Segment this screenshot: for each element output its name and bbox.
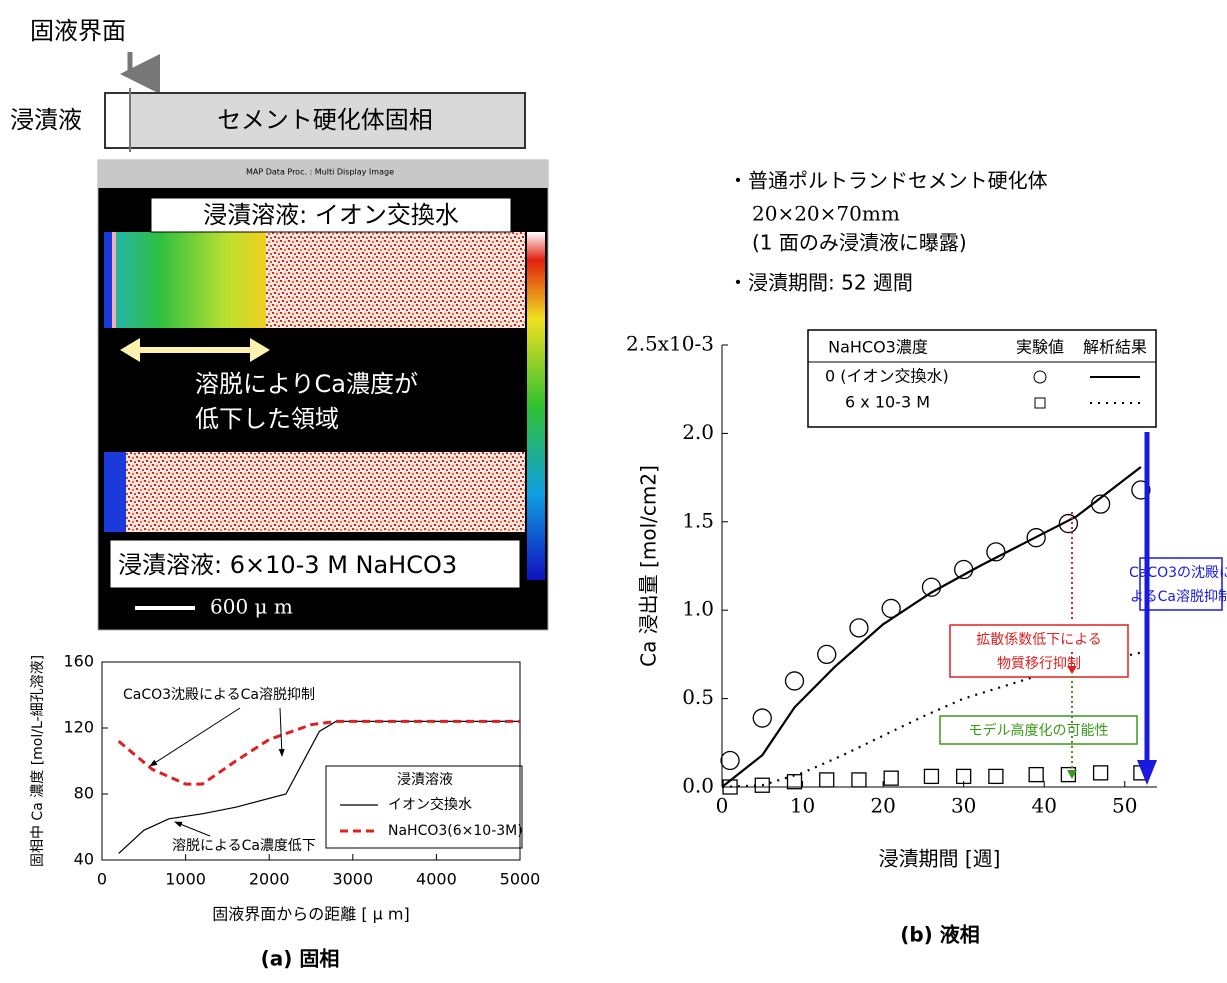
data-point (753, 709, 771, 727)
x-tick-label: 3000 (332, 870, 373, 889)
annotation: 拡散係数低下による (976, 632, 1102, 648)
annotation: 物質移行抑制 (997, 656, 1081, 672)
data-point (721, 751, 739, 769)
top-label: 浸漬溶液: イオン交換水 (203, 201, 459, 229)
strip-bottom (104, 452, 525, 532)
caption: (a) 固相 (261, 947, 340, 971)
x-tick-label: 1000 (165, 870, 206, 889)
x-tick-label: 40 (1031, 794, 1056, 818)
x-tick-label: 4000 (416, 870, 457, 889)
data-point (818, 645, 836, 663)
liquid-label: 浸漬液 (10, 106, 82, 134)
data-point (1029, 768, 1043, 782)
x-tick-label: 10 (790, 794, 815, 818)
interface-label: 固液界面 (30, 17, 126, 45)
schematic: 固液界面 浸漬液 セメント硬化体固相 (10, 17, 525, 152)
annotation-arrow (280, 708, 282, 756)
legend-label: イオン交換水 (388, 796, 472, 813)
legend-header: NaHCO3濃度 (828, 338, 928, 357)
y-tick-label: 1.5 (682, 508, 714, 532)
data-point (850, 619, 868, 637)
region-label: 低下した領域 (195, 405, 339, 433)
colorbar-max: 30 (550, 245, 575, 269)
x-tick-label: 20 (870, 794, 895, 818)
legend-title: 浸漬溶液 (397, 772, 453, 788)
annotation: CaCO3沈殿によるCa溶脱抑制 (123, 687, 315, 703)
annotation: CaCO3の沈殿に (1129, 565, 1227, 581)
edge (104, 452, 126, 532)
edge-mark (112, 232, 116, 328)
bottom-label: 浸漬溶液: 6×10-3 M NaHCO3 (118, 551, 457, 579)
annotation: モデル高度化の可能性 (969, 722, 1109, 739)
scale-label: 600 μ m (210, 595, 293, 619)
image-panel: MAP Data Proc. : Multi Display Image 浸漬溶… (98, 160, 577, 630)
y-axis-label: 固相中 Ca 濃度 [mol/L-細孔溶液] (30, 655, 46, 867)
colorbar (527, 232, 545, 580)
colorbar-min: 0 (557, 557, 570, 581)
x-tick-label: 0 (97, 870, 107, 889)
data-point (884, 771, 898, 785)
note: 20×20×70mm (752, 202, 900, 226)
x-tick-label: 50 (1112, 794, 1137, 818)
y-tick-label: 2.5x10-3 (626, 332, 714, 356)
x-tick-label: 5000 (500, 870, 541, 889)
data-point (820, 773, 834, 787)
leached-zone (104, 232, 266, 328)
caption: (b) 液相 (900, 923, 980, 947)
y-axis-label: Ca 浸出量 [mol/cm2] (637, 465, 661, 667)
annotation-arrow (150, 708, 240, 766)
liquid-box (105, 93, 130, 148)
x-tick-label: 0 (716, 794, 729, 818)
legend-label: NaHCO3(6×10-3M) (388, 823, 523, 839)
colorbar-title: 濃度（酸化物重量%） (553, 310, 577, 509)
legend-header: 解析結果 (1083, 338, 1147, 357)
y-tick-label: 80 (74, 784, 94, 803)
y-tick-label: 1.0 (682, 597, 714, 621)
note: (1 面のみ浸漬液に曝露) (752, 231, 967, 255)
figure: 固液界面 浸漬液 セメント硬化体固相 MAP Data Proc. : Mult… (0, 0, 1227, 983)
x-axis-label: 浸漬期間 [週] (879, 847, 1001, 871)
solid-label: セメント硬化体固相 (217, 106, 433, 134)
annotation-arrow (175, 822, 210, 836)
legend-header: 実験値 (1016, 338, 1064, 357)
data-point (786, 672, 804, 690)
note: ・普通ポルトランドセメント硬化体 (728, 169, 1048, 193)
note: ・浸漬期間: 52 週間 (728, 271, 913, 295)
y-tick-label: 40 (74, 850, 94, 869)
data-point (1094, 766, 1108, 780)
data-point (882, 599, 900, 617)
data-point (852, 773, 866, 787)
region-label: 溶脱によりCa濃度が (195, 370, 418, 398)
x-tick-label: 2000 (249, 870, 290, 889)
x-axis-label: 固液界面からの距離 [ μ m] (212, 905, 410, 924)
y-tick-label: 120 (63, 718, 94, 737)
annotation: 溶脱によるCa濃度低下 (172, 838, 316, 854)
y-tick-label: 160 (63, 652, 94, 671)
y-tick-label: 2.0 (682, 420, 714, 444)
edge (104, 232, 112, 328)
annotation-arrow-head (1137, 760, 1157, 785)
data-point (924, 769, 938, 783)
y-tick-label: 0.5 (682, 685, 714, 709)
y-tick-label: 0.0 (682, 774, 714, 798)
data-point (989, 769, 1003, 783)
window-title: MAP Data Proc. : Multi Display Image (246, 168, 394, 177)
x-tick-label: 30 (951, 794, 976, 818)
